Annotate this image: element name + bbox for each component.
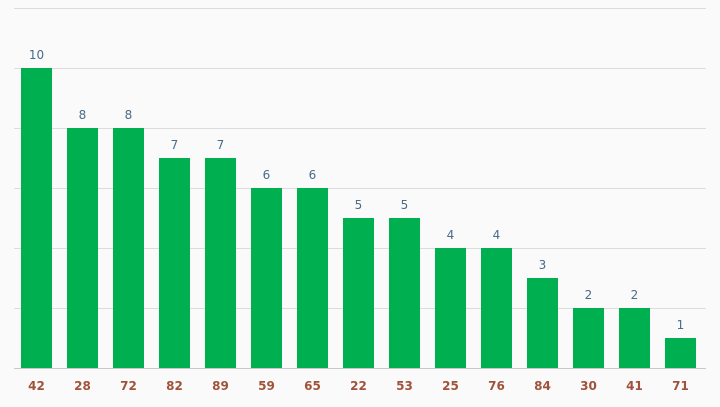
x-tick-label: 28 bbox=[74, 379, 91, 393]
bar bbox=[435, 248, 466, 368]
bar bbox=[481, 248, 512, 368]
bar-value-label: 6 bbox=[263, 168, 271, 182]
bar bbox=[205, 158, 236, 368]
x-axis-tick-labels: 42 28 72 82 89 59 65 22 53 25 76 84 30 41 71 bbox=[28, 379, 689, 393]
bar bbox=[67, 128, 98, 368]
bar bbox=[343, 218, 374, 368]
x-tick-label: 42 bbox=[28, 379, 45, 393]
x-tick-label: 76 bbox=[488, 379, 505, 393]
bar bbox=[527, 278, 558, 368]
x-tick-label: 53 bbox=[396, 379, 413, 393]
bar-value-label: 4 bbox=[447, 228, 455, 242]
bar-value-label: 3 bbox=[539, 258, 547, 272]
bar-value-label: 8 bbox=[79, 108, 87, 122]
bar bbox=[665, 338, 696, 368]
data-labels: 10 8 8 7 7 6 6 5 5 4 4 3 2 2 1 bbox=[29, 48, 684, 332]
bar bbox=[113, 128, 144, 368]
bar-value-label: 5 bbox=[355, 198, 363, 212]
x-tick-label: 59 bbox=[258, 379, 275, 393]
bar-series bbox=[21, 68, 696, 368]
bar-value-label: 4 bbox=[493, 228, 501, 242]
bar-value-label: 10 bbox=[29, 48, 44, 62]
x-tick-label: 84 bbox=[534, 379, 551, 393]
x-tick-label: 71 bbox=[672, 379, 689, 393]
x-tick-label: 41 bbox=[626, 379, 643, 393]
bar-value-label: 5 bbox=[401, 198, 409, 212]
bar bbox=[573, 308, 604, 368]
bar-value-label: 8 bbox=[125, 108, 133, 122]
bar bbox=[619, 308, 650, 368]
bar bbox=[251, 188, 282, 368]
x-tick-label: 82 bbox=[166, 379, 183, 393]
bar-value-label: 7 bbox=[171, 138, 179, 152]
bar-value-label: 7 bbox=[217, 138, 225, 152]
x-tick-label: 25 bbox=[442, 379, 459, 393]
x-tick-label: 89 bbox=[212, 379, 229, 393]
bar bbox=[389, 218, 420, 368]
bar bbox=[297, 188, 328, 368]
x-tick-label: 30 bbox=[580, 379, 597, 393]
x-tick-label: 65 bbox=[304, 379, 321, 393]
bar bbox=[21, 68, 52, 368]
x-tick-label: 22 bbox=[350, 379, 367, 393]
x-tick-label: 72 bbox=[120, 379, 137, 393]
bar-value-label: 6 bbox=[309, 168, 317, 182]
bar-value-label: 1 bbox=[677, 318, 685, 332]
bar bbox=[159, 158, 190, 368]
bar-value-label: 2 bbox=[585, 288, 593, 302]
bar-value-label: 2 bbox=[631, 288, 639, 302]
